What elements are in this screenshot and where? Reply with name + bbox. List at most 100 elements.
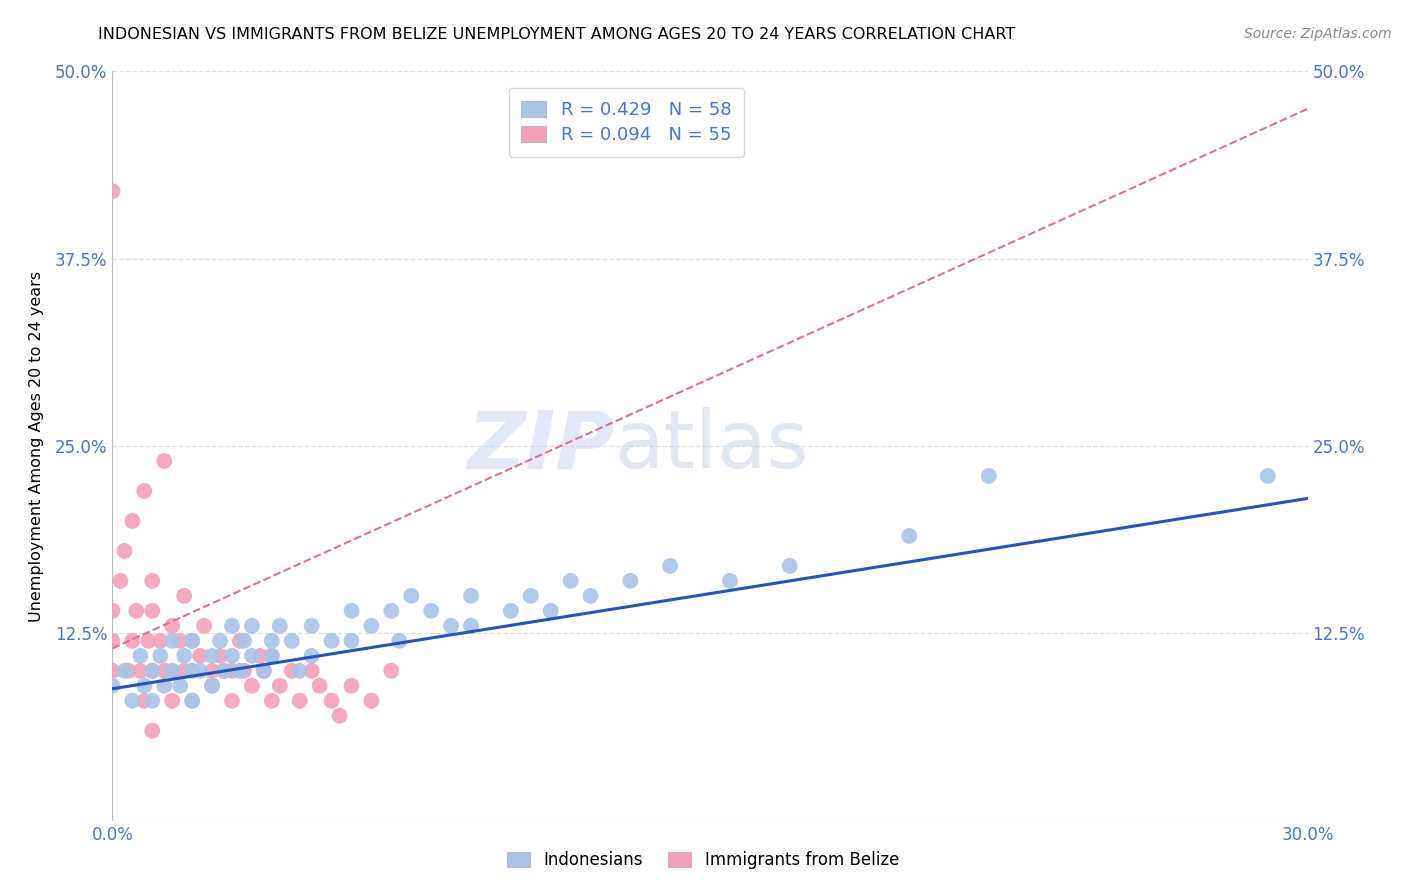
Point: [579, 589, 602, 603]
Point: [260, 694, 283, 708]
Point: [659, 558, 682, 573]
Point: [121, 514, 143, 528]
Point: [188, 648, 211, 663]
Point: [240, 679, 263, 693]
Point: [240, 619, 263, 633]
Point: [221, 694, 243, 708]
Point: [153, 454, 176, 468]
Point: [260, 633, 283, 648]
Point: [540, 604, 562, 618]
Point: [141, 664, 163, 678]
Point: [560, 574, 582, 588]
Point: [520, 589, 543, 603]
Point: [114, 544, 135, 558]
Text: Source: ZipAtlas.com: Source: ZipAtlas.com: [1244, 27, 1392, 41]
Point: [380, 664, 402, 678]
Point: [169, 633, 191, 648]
Point: [329, 708, 352, 723]
Point: [162, 619, 183, 633]
Point: [212, 664, 235, 678]
Point: [253, 664, 276, 678]
Point: [201, 664, 224, 678]
Point: [153, 664, 176, 678]
Point: [138, 633, 160, 648]
Point: [388, 633, 411, 648]
Point: [221, 664, 243, 678]
Point: [173, 648, 195, 663]
Point: [233, 664, 256, 678]
Point: [134, 679, 156, 693]
Point: [141, 694, 163, 708]
Point: [110, 574, 132, 588]
Point: [460, 619, 482, 633]
Point: [129, 664, 152, 678]
Point: [229, 664, 252, 678]
Point: [149, 633, 172, 648]
Point: [121, 694, 143, 708]
Point: [619, 574, 641, 588]
Point: [114, 664, 135, 678]
Point: [134, 694, 156, 708]
Point: [149, 648, 172, 663]
Point: [162, 694, 183, 708]
Point: [101, 679, 124, 693]
Point: [460, 589, 482, 603]
Point: [141, 574, 163, 588]
Point: [129, 648, 152, 663]
Point: [181, 694, 204, 708]
Point: [253, 664, 276, 678]
Point: [162, 664, 183, 678]
Point: [181, 633, 204, 648]
Point: [101, 664, 124, 678]
Point: [260, 648, 283, 663]
Point: [141, 723, 163, 738]
Point: [229, 633, 252, 648]
Point: [340, 679, 363, 693]
Point: [188, 664, 211, 678]
Y-axis label: Unemployment Among Ages 20 to 24 years: Unemployment Among Ages 20 to 24 years: [30, 270, 44, 622]
Point: [181, 664, 204, 678]
Point: [201, 679, 224, 693]
Point: [121, 633, 143, 648]
Point: [269, 619, 291, 633]
Text: atlas: atlas: [614, 407, 808, 485]
Point: [221, 648, 243, 663]
Point: [162, 633, 183, 648]
Point: [301, 619, 323, 633]
Point: [340, 633, 363, 648]
Point: [898, 529, 921, 543]
Point: [249, 648, 271, 663]
Point: [499, 604, 522, 618]
Point: [221, 619, 243, 633]
Point: [181, 664, 204, 678]
Point: [209, 648, 232, 663]
Point: [212, 664, 235, 678]
Point: [288, 694, 311, 708]
Point: [201, 648, 224, 663]
Point: [301, 648, 323, 663]
Point: [401, 589, 423, 603]
Point: [269, 679, 291, 693]
Point: [125, 604, 148, 618]
Point: [181, 694, 204, 708]
Point: [340, 604, 363, 618]
Point: [101, 604, 124, 618]
Point: [360, 694, 382, 708]
Point: [260, 648, 283, 663]
Point: [288, 664, 311, 678]
Point: [1257, 469, 1279, 483]
Point: [420, 604, 443, 618]
Point: [308, 679, 330, 693]
Point: [162, 664, 183, 678]
Point: [779, 558, 801, 573]
Point: [233, 633, 256, 648]
Point: [153, 679, 176, 693]
Point: [141, 664, 163, 678]
Point: [360, 619, 382, 633]
Point: [173, 589, 195, 603]
Text: ZIP: ZIP: [467, 407, 614, 485]
Point: [173, 664, 195, 678]
Point: [281, 633, 304, 648]
Point: [321, 694, 343, 708]
Point: [101, 633, 124, 648]
